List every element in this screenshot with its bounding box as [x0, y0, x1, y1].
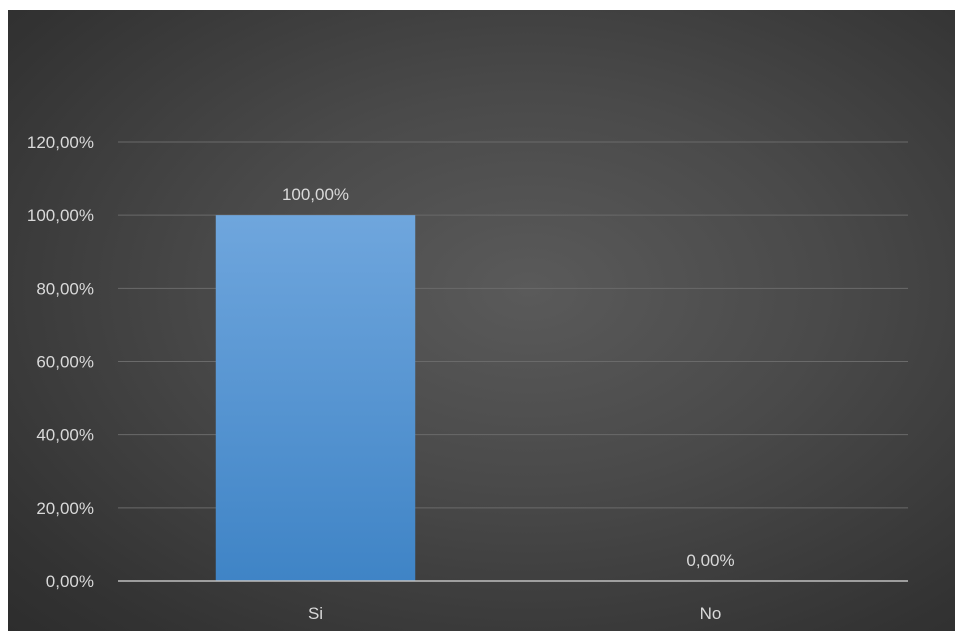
x-category-label: No: [700, 604, 722, 623]
y-tick-label: 60,00%: [36, 353, 94, 372]
y-axis-tick-labels: 0,00% 20,00% 40,00% 60,00% 80,00% 100,00% 120,…: [27, 133, 94, 591]
data-label: 0,00%: [686, 551, 734, 570]
data-label: 100,00%: [282, 185, 349, 204]
y-tick-label: 40,00%: [36, 426, 94, 445]
bar-chart: 0,00% 20,00% 40,00% 60,00% 80,00% 100,00% 120,…: [8, 10, 955, 631]
y-tick-label: 120,00%: [27, 133, 94, 152]
x-axis-category-labels: Si No: [308, 604, 721, 623]
y-tick-label: 100,00%: [27, 206, 94, 225]
chart-area: 0,00% 20,00% 40,00% 60,00% 80,00% 100,00% 120,…: [8, 10, 955, 631]
bar-si: [216, 215, 415, 581]
y-tick-label: 80,00%: [36, 279, 94, 298]
y-tick-label: 20,00%: [36, 499, 94, 518]
x-category-label: Si: [308, 604, 323, 623]
bars: [216, 215, 415, 581]
y-tick-label: 0,00%: [46, 572, 94, 591]
